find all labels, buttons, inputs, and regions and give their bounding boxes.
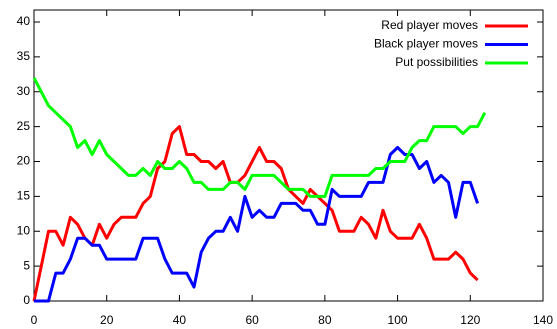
x-tick-label: 0 (31, 313, 38, 327)
x-tick-label: 20 (100, 313, 114, 327)
x-tick-label: 100 (388, 313, 408, 327)
legend-label: Put possibilities (395, 55, 478, 69)
y-tick-label: 40 (17, 14, 31, 28)
y-tick-label: 5 (23, 258, 30, 272)
x-tick-label: 60 (245, 313, 259, 327)
plot-frame (33, 9, 544, 302)
legend-label: Black player moves (374, 37, 478, 51)
y-tick-label: 15 (17, 189, 31, 203)
y-tick-label: 20 (17, 154, 31, 168)
x-tick-label: 120 (460, 313, 480, 327)
y-tick-label: 10 (17, 223, 31, 237)
y-tick-label: 35 (17, 49, 31, 63)
y-tick-label: 30 (17, 84, 31, 98)
x-tick-label: 80 (318, 313, 332, 327)
y-tick-label: 0 (23, 293, 30, 307)
data-line (34, 146, 480, 303)
y-tick-label: 25 (17, 119, 31, 133)
legend-label: Red player moves (381, 18, 478, 32)
x-tick-label: 40 (173, 313, 187, 327)
data-line (32, 125, 479, 302)
x-tick-label: 140 (533, 313, 553, 327)
data-line (32, 77, 487, 198)
